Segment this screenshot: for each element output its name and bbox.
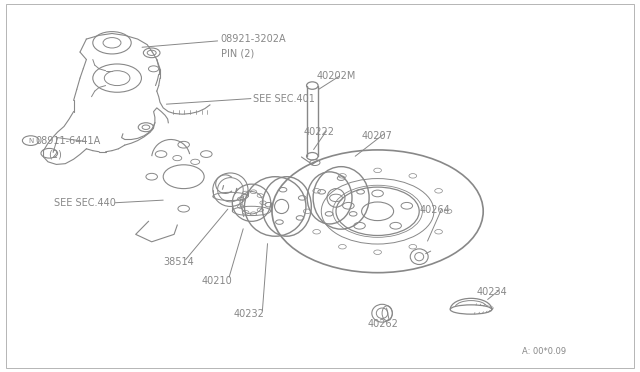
Text: 40262: 40262 — [368, 319, 399, 328]
Text: SEE SEC.401: SEE SEC.401 — [253, 94, 315, 103]
Text: PIN (2): PIN (2) — [221, 49, 254, 59]
Text: 08921-3202A: 08921-3202A — [221, 34, 287, 44]
Text: 40207: 40207 — [362, 131, 392, 141]
Text: 38514: 38514 — [163, 257, 194, 267]
Text: A: 00*0.09: A: 00*0.09 — [522, 347, 566, 356]
Text: 40234: 40234 — [477, 287, 508, 297]
Text: 40264: 40264 — [419, 205, 450, 215]
Text: 40202M: 40202M — [317, 71, 356, 81]
Text: N: N — [28, 138, 33, 144]
Text: 40210: 40210 — [202, 276, 232, 286]
Text: (2): (2) — [48, 150, 62, 159]
Text: 08911-6441A: 08911-6441A — [35, 137, 100, 146]
Text: 40232: 40232 — [234, 310, 264, 319]
Text: SEE SEC.440: SEE SEC.440 — [54, 198, 116, 208]
Text: 40222: 40222 — [304, 127, 335, 137]
